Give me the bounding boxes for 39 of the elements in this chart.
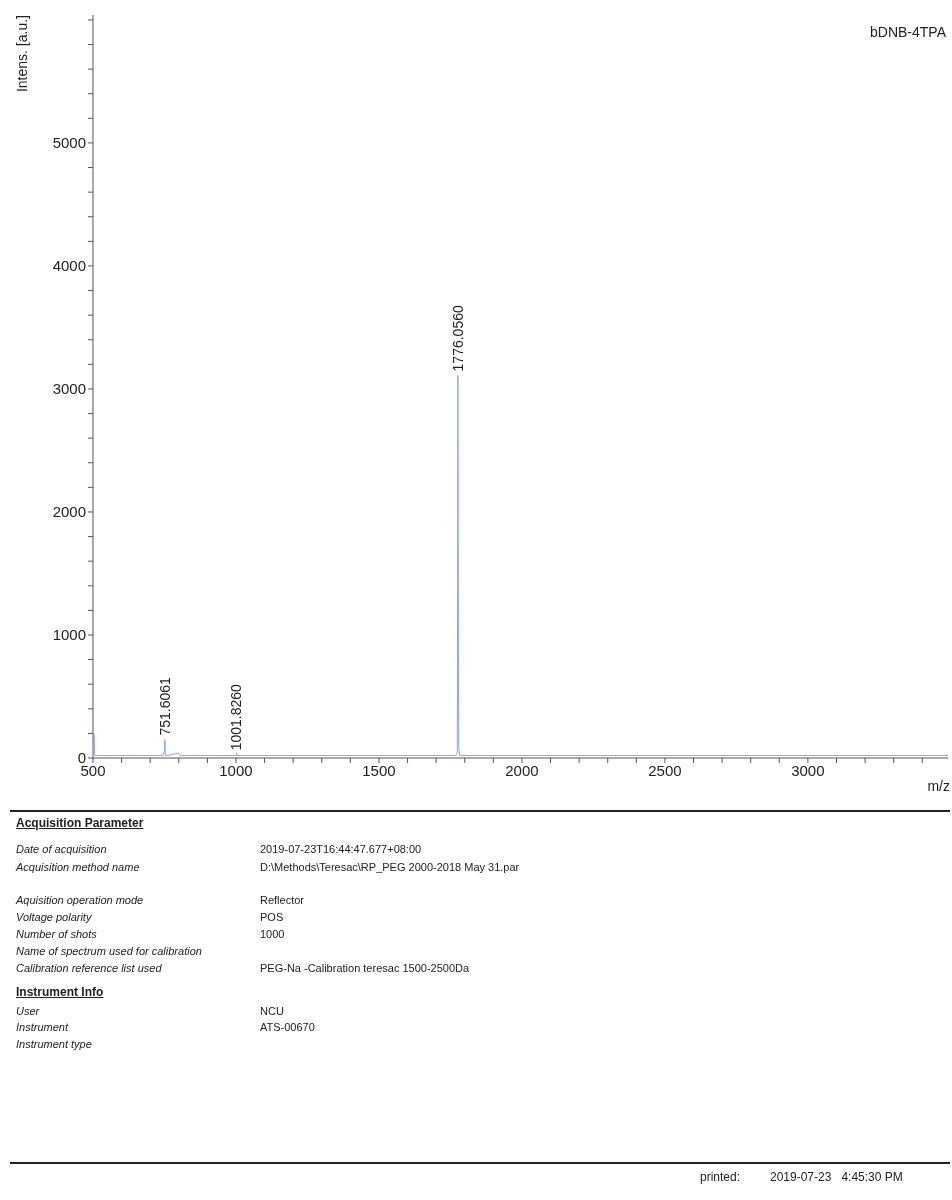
- text: NCU: [260, 1005, 284, 1017]
- x-tick-label: 1000: [219, 761, 253, 779]
- x-axis-title: m/z: [927, 778, 950, 794]
- x-tick-label: 3000: [791, 761, 825, 779]
- text: Acquisition Parameter: [16, 816, 144, 830]
- text: Aquisition operation mode: [16, 894, 144, 906]
- text: bDNB-4TPA: [870, 24, 946, 40]
- annotation: 1001.8260: [228, 683, 245, 751]
- y-tick-label: 1000: [52, 626, 86, 644]
- text: Acquisition method name: [16, 861, 140, 873]
- text: 2019-07-23T16:44:47.677+08:00: [260, 843, 422, 855]
- y-tick-label: 2000: [52, 503, 86, 521]
- annotation: 751.6061: [156, 676, 173, 736]
- y-axis-title: Intens. [a.u.]: [14, 15, 30, 93]
- text: POS: [260, 911, 284, 923]
- text: printed:: [700, 1170, 741, 1184]
- text: Reflector: [260, 894, 305, 906]
- text: Name of spectrum used for calibration: [16, 945, 202, 957]
- x-tick-label: 1500: [362, 761, 396, 779]
- text: User: [16, 1005, 40, 1017]
- text: Instrument Info: [16, 985, 104, 999]
- text: Number of shots: [16, 928, 97, 940]
- y-tick-label: 3000: [52, 380, 86, 398]
- text: Voltage polarity: [16, 911, 92, 923]
- x-tick-label: 2500: [648, 761, 682, 779]
- text: 2019-07-23 4:45:30 PM: [770, 1170, 903, 1184]
- text: Calibration reference list used: [16, 962, 162, 974]
- text: Instrument type: [16, 1038, 92, 1050]
- y-tick-label: 5000: [52, 134, 86, 152]
- y-tick-label: 4000: [52, 257, 86, 275]
- y-tick-label: 0: [77, 749, 86, 767]
- text: Date of acquisition: [16, 843, 107, 855]
- text: D:\Methods\Teresac\RP_PEG 2000-2018 May 31.par: [260, 861, 520, 873]
- text: PEG-Na -Calibration teresac 1500-2500Da: [260, 962, 470, 974]
- text: Instrument: [16, 1021, 68, 1033]
- x-tick-label: 2000: [505, 761, 539, 779]
- text: 1000: [260, 928, 285, 940]
- text: ATS-00670: [260, 1021, 315, 1033]
- annotation: 1776.0560: [449, 305, 466, 372]
